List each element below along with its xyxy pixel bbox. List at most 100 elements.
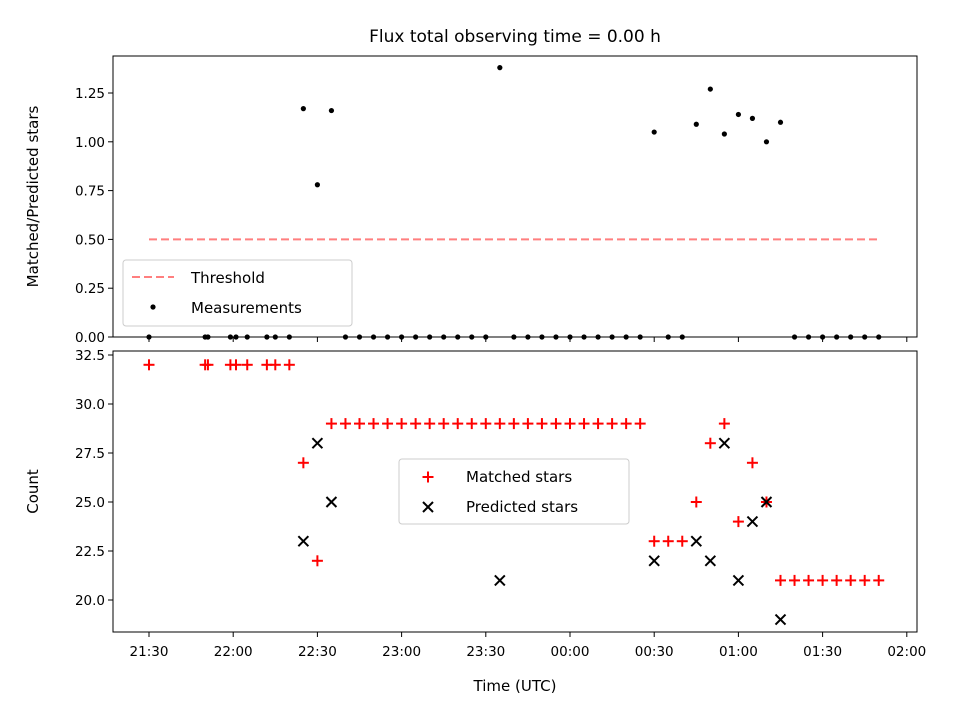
matched-star-point bbox=[354, 418, 365, 430]
measurement-point bbox=[399, 334, 405, 340]
matched-star-point bbox=[873, 574, 885, 586]
y-tick-label: 20.0 bbox=[75, 593, 105, 609]
measurement-point bbox=[525, 334, 531, 340]
measurement-point bbox=[233, 334, 239, 340]
matched-star-point bbox=[578, 418, 590, 430]
legend-predicted-label: Predicted stars bbox=[466, 498, 578, 516]
predicted-star-point-b bbox=[704, 555, 717, 567]
plot-title: Flux total observing time = 0.00 h bbox=[369, 27, 661, 47]
matched-star-point bbox=[845, 574, 857, 586]
measurement-point bbox=[370, 334, 377, 340]
y-tick-label: 1.00 bbox=[75, 135, 105, 151]
measurement-point bbox=[413, 334, 419, 340]
measurement-point bbox=[539, 334, 545, 340]
matched-star-point bbox=[564, 418, 576, 430]
matched-star-point bbox=[690, 496, 702, 508]
matched-star-point bbox=[803, 574, 815, 586]
legend-matched-label: Matched stars bbox=[466, 468, 572, 486]
plot-frame bbox=[112, 350, 918, 633]
x-tick-label: 02:00 bbox=[887, 644, 926, 660]
measurement-point bbox=[595, 334, 601, 340]
matched-star-point bbox=[704, 437, 716, 449]
predicted-star-point bbox=[760, 496, 773, 508]
matched-star-point bbox=[718, 418, 730, 430]
matched-star-point bbox=[817, 574, 829, 586]
measurement-point bbox=[805, 334, 812, 340]
measurement-point bbox=[567, 334, 573, 340]
matched-star-point bbox=[606, 418, 618, 430]
x-tick-label: 00:00 bbox=[551, 644, 590, 660]
measurement-point bbox=[834, 334, 840, 340]
measurement-point bbox=[314, 182, 320, 188]
y-tick-label: 0.50 bbox=[75, 232, 105, 248]
matched-star-point bbox=[297, 457, 309, 469]
x-tick-label: 23:00 bbox=[382, 644, 421, 660]
measurement-point bbox=[721, 131, 727, 137]
matched-star-point bbox=[859, 574, 871, 586]
x-tick-label: 01:00 bbox=[719, 644, 758, 660]
legend-box bbox=[122, 259, 353, 327]
predicted-star-point bbox=[718, 437, 731, 449]
measurement-point bbox=[848, 334, 854, 340]
measurement-point bbox=[651, 129, 657, 135]
measurement-point bbox=[469, 334, 475, 340]
matched-star-point bbox=[508, 418, 520, 430]
predicted-star-point-b bbox=[718, 437, 731, 449]
measurement-point bbox=[205, 334, 211, 340]
measurement-point bbox=[679, 334, 685, 340]
y-tick-label: 25.0 bbox=[75, 495, 105, 511]
predicted-star-point-b bbox=[774, 613, 787, 626]
legend-predicted-swatch-b bbox=[422, 501, 434, 513]
measurement-point bbox=[763, 139, 770, 145]
predicted-star-point-b bbox=[297, 535, 310, 547]
matched-star-point bbox=[396, 418, 408, 430]
measurement-point bbox=[244, 334, 250, 340]
matched-star-point bbox=[648, 535, 660, 547]
predicted-star-point-b bbox=[746, 515, 759, 528]
legend-matched-swatch bbox=[422, 471, 434, 483]
matched-star-point bbox=[789, 574, 801, 586]
predicted-star-point bbox=[297, 535, 310, 547]
measurement-point bbox=[384, 334, 391, 340]
y-tick-label: 32.5 bbox=[75, 348, 105, 364]
legend: Threshold Measurements bbox=[122, 259, 353, 327]
predicted-star-point bbox=[325, 496, 338, 508]
y-tick-label: 27.5 bbox=[75, 446, 105, 462]
predicted-star-point-b bbox=[760, 496, 773, 508]
measurement-point bbox=[483, 334, 489, 340]
predicted-star-point bbox=[746, 515, 759, 528]
legend-measurement-swatch bbox=[150, 304, 156, 310]
predicted-star-point bbox=[311, 437, 324, 449]
legend-predicted-swatch bbox=[422, 501, 434, 513]
measurement-point bbox=[146, 334, 152, 340]
matched-star-point bbox=[368, 418, 380, 430]
y-tick-label: 0.00 bbox=[75, 330, 105, 346]
x-tick-label: 23:30 bbox=[466, 644, 505, 660]
measurement-point bbox=[427, 334, 433, 340]
measurement-point bbox=[553, 334, 559, 340]
matched-star-point bbox=[592, 418, 604, 430]
x-tick-label: 00:30 bbox=[635, 644, 674, 660]
x-tick-label: 01:30 bbox=[803, 644, 842, 660]
matched-star-point bbox=[230, 359, 242, 371]
matched-star-point bbox=[382, 418, 394, 430]
matched-star-point bbox=[662, 535, 674, 547]
legend: Matched stars Predicted stars bbox=[398, 458, 630, 525]
legend-box bbox=[398, 458, 630, 525]
matched-star-point bbox=[831, 574, 843, 586]
matched-star-point bbox=[339, 418, 351, 430]
measurement-point bbox=[609, 334, 615, 340]
measurement-point bbox=[227, 334, 233, 340]
measurement-point bbox=[665, 334, 671, 340]
measurement-point bbox=[876, 334, 882, 340]
predicted-star-point bbox=[494, 574, 506, 587]
matched-star-point bbox=[746, 457, 758, 469]
matched-star-point bbox=[438, 418, 450, 430]
matched-star-point bbox=[311, 555, 323, 567]
measurement-point bbox=[272, 334, 278, 340]
predicted-star-point-b bbox=[494, 574, 506, 587]
predicted-star-point-b bbox=[648, 555, 660, 567]
measurement-point bbox=[581, 334, 587, 340]
matched-star-point bbox=[325, 418, 337, 430]
matched-star-point bbox=[424, 418, 436, 430]
